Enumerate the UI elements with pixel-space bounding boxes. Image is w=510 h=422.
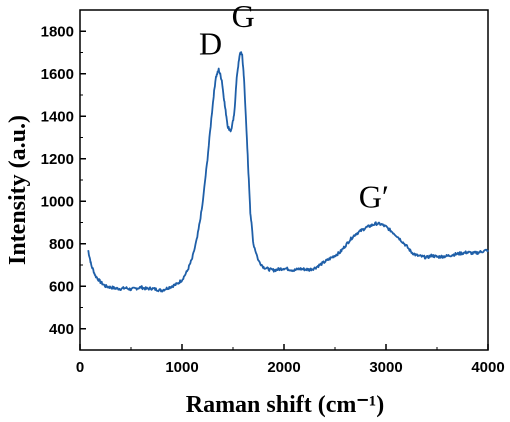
y-tick-label: 1800 [41,23,74,40]
y-tick-label: 1400 [41,108,74,125]
y-tick-label: 600 [49,278,74,295]
x-tick-label: 3000 [369,359,402,376]
peak-label: D [199,26,222,62]
y-tick-label: 1200 [41,151,74,168]
x-tick-label: 1000 [165,359,198,376]
x-axis-title: Raman shift (cm⁻¹) [186,392,385,418]
plot-layer [79,9,489,351]
x-tick-label: 4000 [471,359,504,376]
x-tick-label: 2000 [267,359,300,376]
y-tick-label: 400 [49,321,74,338]
plot-frame [79,9,489,351]
peak-label: G [232,0,255,34]
x-tick-label: 0 [76,359,84,376]
y-axis-title: Intensity (a.u.) [5,115,31,265]
ticks-layer: 0 1000 2000 3000 4000 400 600 800 1000 1200 1400 16… [41,9,505,376]
spectrum-line [87,51,489,293]
y-tick-label: 800 [49,236,74,253]
y-tick-label: 1600 [41,66,74,83]
peak-label: G′ [359,179,389,215]
labels-layer: DG G′ [199,0,389,215]
y-tick-label: 1000 [41,193,74,210]
